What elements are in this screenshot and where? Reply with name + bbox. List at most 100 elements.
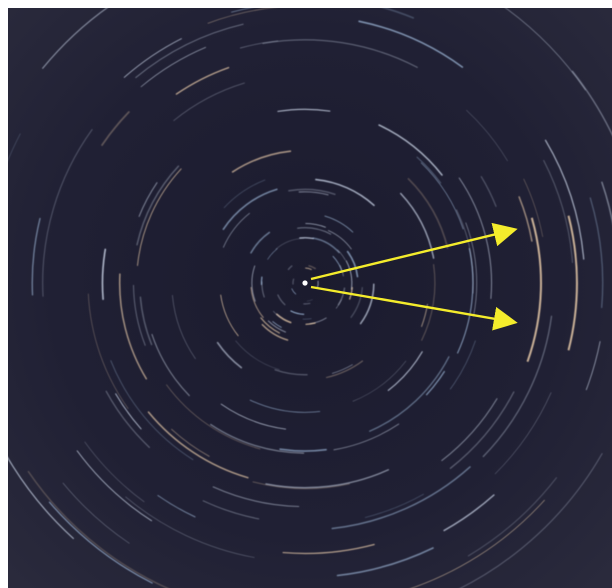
star-trail (346, 250, 359, 278)
star-trail (140, 47, 206, 88)
star-trail (87, 293, 129, 409)
star-trail (425, 370, 445, 396)
star-trail (275, 237, 305, 250)
star-trail (277, 108, 331, 112)
star-trail (222, 188, 278, 231)
star-trail (335, 299, 342, 309)
arrow-lower-right (310, 285, 518, 331)
star-trail (337, 287, 346, 306)
star-trail (571, 70, 612, 136)
star-trail (465, 222, 478, 317)
star-trail (290, 310, 305, 315)
star-trail (101, 111, 130, 146)
star-trail (262, 39, 418, 68)
star-trail (166, 384, 261, 450)
star-trail (421, 264, 436, 341)
star-trail (350, 286, 363, 318)
star-trail (251, 265, 256, 302)
star-trail (172, 295, 196, 360)
star-trail (260, 317, 280, 334)
star-trail (466, 109, 508, 162)
star-trail (202, 500, 260, 520)
star-trail (288, 188, 336, 196)
star-trail (173, 82, 245, 121)
star-trails-photo (8, 8, 612, 588)
star-trail (443, 494, 495, 532)
star-trail (305, 267, 312, 270)
star-trail (381, 8, 415, 19)
star-trail (249, 399, 321, 413)
highlighted-star-trail (567, 215, 578, 351)
star-trail (231, 150, 292, 173)
star-trail (601, 181, 612, 224)
star-trail (123, 38, 182, 78)
star-trail (292, 278, 295, 285)
star-trail (459, 453, 603, 588)
star-trail (105, 390, 151, 449)
star-trail (449, 391, 515, 469)
star-trail (135, 23, 244, 79)
star-trail (147, 411, 249, 479)
star-trail (345, 260, 353, 290)
star-trail (27, 470, 169, 588)
star-trail (207, 8, 274, 24)
annotation-arrows (310, 222, 518, 331)
star-trail (84, 441, 145, 503)
star-trail (504, 8, 586, 91)
star-trail (250, 287, 264, 318)
pole-star (302, 280, 308, 286)
star-trail (325, 360, 364, 379)
star-trail (157, 494, 196, 518)
star-trail (175, 66, 230, 95)
star-trail (138, 182, 158, 217)
star-trail (261, 323, 289, 341)
star-trail (125, 496, 255, 558)
star-trail (333, 423, 400, 451)
star-trail (220, 294, 239, 337)
star-trail (220, 403, 287, 430)
star-trail (305, 223, 326, 228)
star-trail (139, 296, 153, 346)
star-trail (273, 310, 280, 318)
star-trail (8, 457, 74, 540)
night-sky-image (8, 8, 612, 588)
star-trail (441, 398, 498, 462)
star-trail (364, 493, 424, 518)
star-trail (411, 499, 545, 588)
star-trail (369, 356, 450, 432)
star-trail (303, 302, 311, 305)
star-trail (101, 248, 107, 301)
star-trail (359, 283, 375, 325)
star-trail (274, 369, 308, 376)
sky-background (8, 8, 612, 588)
star-trail (543, 159, 574, 264)
star-trail (399, 192, 435, 259)
star-trail (467, 477, 557, 557)
star-trail (275, 313, 292, 324)
star-trail (306, 299, 313, 302)
star-trail (352, 360, 407, 402)
star-trail (407, 177, 449, 249)
star-trail (110, 360, 194, 461)
star-trail (297, 227, 332, 235)
star-trail (267, 248, 278, 260)
star-trail (480, 176, 497, 207)
star-trail (118, 273, 148, 380)
star-trail (420, 162, 464, 230)
star-trail (265, 469, 390, 489)
star-trail (235, 340, 280, 370)
star-trail (456, 209, 474, 294)
star-trail (523, 178, 543, 237)
star-trail (331, 364, 353, 374)
star-trail (231, 8, 252, 13)
star-trail (210, 423, 305, 454)
star-trail (305, 322, 316, 325)
star-trail (287, 265, 293, 271)
star-trail (277, 294, 286, 306)
star-trail (585, 341, 601, 391)
star-trail (137, 168, 182, 266)
star-trail (212, 486, 300, 508)
star-trail (324, 215, 354, 233)
star-trail (136, 165, 180, 246)
star-trail (494, 392, 552, 475)
